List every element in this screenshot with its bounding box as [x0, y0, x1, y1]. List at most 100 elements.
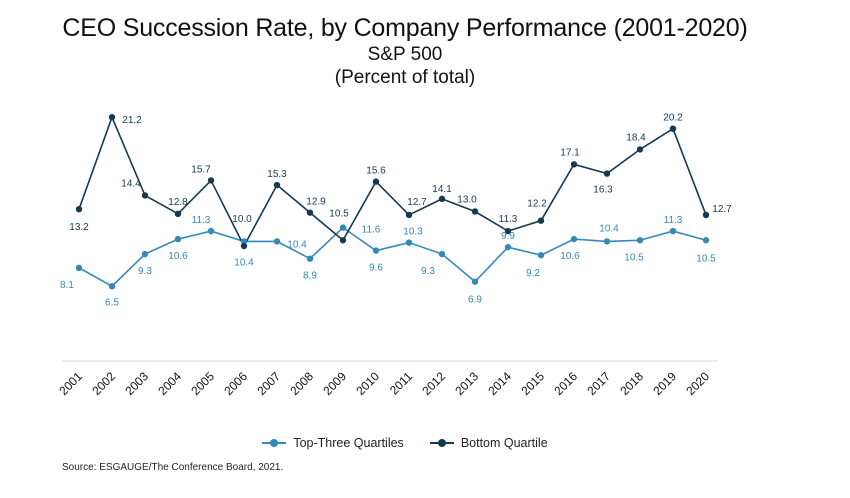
data-point	[504, 243, 512, 251]
data-label: 9.3	[138, 266, 152, 277]
data-point	[141, 250, 149, 258]
x-tick-label: 2013	[452, 369, 481, 398]
data-point	[504, 227, 512, 235]
data-label: 8.1	[60, 280, 74, 291]
data-point	[537, 252, 545, 259]
source-note: Source: ESGAUGE/The Conference Board, 20…	[62, 462, 284, 473]
data-label: 12.7	[712, 204, 732, 215]
data-point	[405, 211, 413, 219]
data-label: 20.2	[663, 113, 683, 124]
data-label: 18.4	[626, 132, 646, 143]
data-label: 10.4	[287, 239, 307, 250]
data-point	[306, 255, 314, 262]
x-tick-label: 2012	[419, 369, 448, 398]
data-point	[372, 178, 380, 185]
data-label: 12.8	[168, 197, 188, 208]
x-tick-label: 2011	[387, 369, 415, 397]
legend: Top-Three Quartiles Bottom Quartile	[0, 436, 810, 450]
x-tick-label: 2003	[122, 369, 151, 398]
x-tick-label: 2006	[221, 369, 250, 398]
data-label: 10.4	[599, 223, 619, 234]
data-label: 9.6	[369, 263, 383, 274]
data-point	[702, 211, 710, 219]
data-label: 13.0	[457, 195, 477, 206]
data-point	[438, 250, 446, 258]
data-label: 13.2	[69, 222, 89, 233]
data-label: 10.5	[696, 253, 716, 264]
data-point	[240, 242, 248, 250]
data-point	[702, 237, 710, 244]
x-tick-label: 2004	[155, 369, 184, 398]
data-point	[75, 264, 83, 272]
data-label: 10.6	[168, 251, 188, 262]
x-tick-label: 2015	[518, 369, 547, 398]
data-label: 11.3	[192, 215, 211, 226]
data-point	[174, 235, 182, 243]
data-label: 11.3	[499, 214, 518, 225]
data-point	[75, 206, 83, 213]
data-point	[372, 247, 380, 254]
data-label: 15.6	[366, 166, 386, 177]
data-label: 11.3	[664, 215, 683, 226]
legend-item-top-three: Top-Three Quartiles	[262, 436, 404, 450]
data-point	[174, 210, 182, 217]
data-label: 10.0	[232, 214, 252, 225]
data-label: 10.4	[234, 257, 254, 268]
x-tick-label: 2008	[287, 369, 316, 398]
data-label: 16.3	[593, 185, 613, 196]
x-tick-label: 2009	[320, 369, 349, 398]
data-label: 6.9	[468, 295, 482, 306]
data-label: 10.6	[560, 251, 580, 262]
data-point	[570, 235, 578, 243]
legend-swatch-bottom	[429, 439, 454, 447]
data-point	[306, 209, 314, 216]
data-label: 12.9	[306, 197, 326, 208]
data-point	[273, 238, 281, 245]
x-tick-label: 2005	[188, 369, 217, 398]
data-label: 15.7	[191, 164, 211, 175]
data-label: 10.5	[329, 208, 349, 219]
data-label: 15.3	[267, 169, 287, 180]
data-point	[108, 283, 116, 290]
data-label: 12.7	[407, 197, 427, 208]
x-tick-label: 2014	[485, 369, 514, 398]
data-point	[273, 181, 281, 189]
data-label: 14.1	[432, 184, 452, 195]
x-tick-label: 2019	[650, 369, 679, 398]
data-point	[438, 195, 446, 203]
data-point	[339, 224, 347, 231]
data-point	[603, 238, 611, 245]
data-label: 11.6	[362, 225, 381, 236]
data-point	[405, 239, 413, 246]
x-tick-label: 2007	[254, 369, 283, 398]
legend-label-top-three: Top-Three Quartiles	[293, 436, 404, 450]
data-point	[141, 192, 149, 199]
data-point	[240, 238, 248, 245]
chart-subtitle: S&P 500	[367, 44, 443, 65]
data-point	[570, 161, 578, 168]
data-point	[207, 177, 215, 184]
data-label: 9.3	[421, 266, 435, 277]
data-label: 9.2	[526, 268, 540, 279]
data-point	[471, 278, 479, 285]
x-tick-label: 2018	[617, 369, 646, 398]
data-point	[603, 170, 611, 177]
data-point	[207, 227, 215, 235]
x-tick-label: 2020	[683, 369, 712, 398]
data-point	[108, 114, 116, 121]
chart-title: CEO Succession Rate, by Company Performa…	[62, 14, 748, 42]
data-label: 6.5	[105, 297, 119, 308]
x-tick-label: 2001	[56, 369, 85, 398]
legend-item-bottom: Bottom Quartile	[429, 436, 548, 450]
data-label: 14.4	[121, 178, 141, 189]
data-point	[339, 237, 347, 244]
x-tick-label: 2016	[551, 369, 580, 398]
data-point	[636, 146, 644, 153]
legend-swatch-top-three	[262, 439, 287, 447]
data-label: 10.5	[624, 252, 644, 263]
data-point	[669, 227, 677, 235]
x-tick-label: 2017	[584, 369, 613, 398]
chart-unit-label: (Percent of total)	[334, 67, 476, 88]
data-label: 9.9	[501, 231, 515, 242]
data-point	[471, 208, 479, 215]
